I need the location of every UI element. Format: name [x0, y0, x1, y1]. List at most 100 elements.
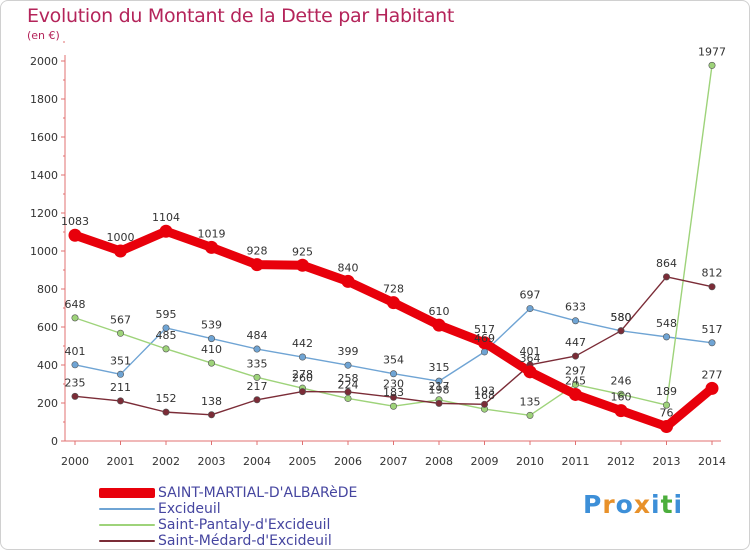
- y-tick-label: 800: [37, 283, 58, 296]
- data-label: 354: [383, 354, 404, 367]
- data-label: 1977: [698, 45, 726, 58]
- data-point: [117, 397, 125, 405]
- data-point: [208, 335, 216, 343]
- data-label: 351: [110, 354, 131, 367]
- data-label: 76: [660, 407, 674, 420]
- y-tick-label: 400: [37, 359, 58, 372]
- x-tick-label: 2003: [198, 455, 226, 468]
- data-point: [298, 388, 306, 396]
- data-label: 260: [292, 372, 313, 385]
- data-point: [432, 318, 446, 332]
- data-point: [344, 361, 352, 369]
- x-tick-label: 2011: [562, 455, 590, 468]
- data-label: 364: [520, 352, 541, 365]
- data-point: [205, 240, 218, 254]
- data-point: [162, 408, 170, 416]
- data-point: [705, 381, 719, 395]
- data-label: 484: [247, 329, 268, 342]
- legend-swatch: [99, 508, 155, 510]
- x-tick-label: 2004: [243, 455, 271, 468]
- data-point: [662, 333, 670, 341]
- legend-item: Saint-Pantaly-d'Excideuil: [99, 517, 357, 533]
- data-point: [253, 373, 261, 381]
- y-tick-label: 1000: [30, 245, 58, 258]
- y-tick-label: 1800: [30, 93, 58, 106]
- data-label: 633: [565, 301, 586, 314]
- data-label: 1083: [61, 215, 89, 228]
- data-label: 595: [156, 308, 177, 321]
- legend-item: Excideuil: [99, 501, 357, 517]
- x-tick-label: 2005: [289, 455, 317, 468]
- legend-label: SAINT-MARTIAL-D'ALBARèDE: [158, 485, 358, 501]
- legend-label: Saint-Médard-d'Excideuil: [158, 533, 332, 549]
- data-label: 610: [429, 305, 450, 318]
- data-point: [614, 404, 628, 418]
- data-point: [208, 359, 216, 367]
- y-tick-label: 600: [37, 321, 58, 334]
- y-tick-label: 0: [51, 435, 58, 448]
- logo-letter: i: [673, 490, 684, 519]
- data-label: 168: [474, 389, 495, 402]
- x-tick-label: 2002: [152, 455, 180, 468]
- y-tick-label: 1200: [30, 207, 58, 220]
- data-label: 1000: [107, 231, 135, 244]
- data-point: [298, 353, 306, 361]
- data-label: 648: [65, 298, 86, 311]
- data-label: 183: [383, 386, 404, 399]
- data-point: [389, 402, 397, 410]
- data-label: 235: [65, 376, 86, 389]
- data-point: [253, 396, 261, 404]
- y-tick-label: 2000: [30, 55, 58, 68]
- data-label: 217: [429, 380, 450, 393]
- data-point: [708, 61, 716, 69]
- data-label: 315: [429, 361, 450, 374]
- logo-letter: o: [615, 490, 634, 519]
- data-point: [617, 327, 625, 335]
- data-label: 135: [520, 395, 541, 408]
- logo-letter: x: [633, 490, 651, 519]
- y-tick-label: 1400: [30, 169, 58, 182]
- data-point: [117, 370, 125, 378]
- data-label: 189: [656, 385, 677, 398]
- data-point: [344, 394, 352, 402]
- data-point: [344, 388, 352, 396]
- data-point: [387, 296, 400, 310]
- data-label: 152: [156, 392, 177, 405]
- data-label: 864: [656, 257, 677, 270]
- data-label: 138: [201, 395, 222, 408]
- legend-swatch: [99, 540, 155, 542]
- logo-letter: r: [602, 490, 616, 519]
- data-point: [68, 228, 82, 242]
- data-point: [389, 393, 397, 401]
- x-tick-label: 2010: [516, 455, 544, 468]
- x-tick-label: 2013: [653, 455, 681, 468]
- data-label: 401: [520, 345, 541, 358]
- data-point: [708, 339, 716, 347]
- y-tick-label: 200: [37, 397, 58, 410]
- legend-swatch: [99, 524, 155, 526]
- legend-swatch: [99, 488, 155, 498]
- proxiti-logo: Proxiti: [583, 490, 683, 519]
- data-label: 278: [292, 368, 313, 381]
- x-tick-label: 2000: [61, 455, 89, 468]
- data-label: 447: [565, 336, 586, 349]
- data-label: 697: [520, 289, 541, 302]
- data-point: [435, 399, 443, 407]
- data-label: 198: [429, 383, 450, 396]
- data-point: [389, 370, 397, 378]
- x-tick-label: 2008: [425, 455, 453, 468]
- data-point: [571, 317, 579, 325]
- x-tick-label: 2014: [698, 455, 726, 468]
- data-label: 925: [292, 245, 313, 258]
- data-point: [435, 377, 443, 385]
- data-point: [480, 400, 488, 408]
- data-label: 410: [201, 343, 222, 356]
- data-label: 928: [247, 245, 268, 258]
- data-label: 517: [474, 323, 495, 336]
- data-label: 258: [338, 372, 359, 385]
- data-point: [660, 420, 673, 434]
- data-point: [571, 381, 579, 389]
- data-point: [526, 411, 534, 419]
- data-point: [162, 324, 170, 332]
